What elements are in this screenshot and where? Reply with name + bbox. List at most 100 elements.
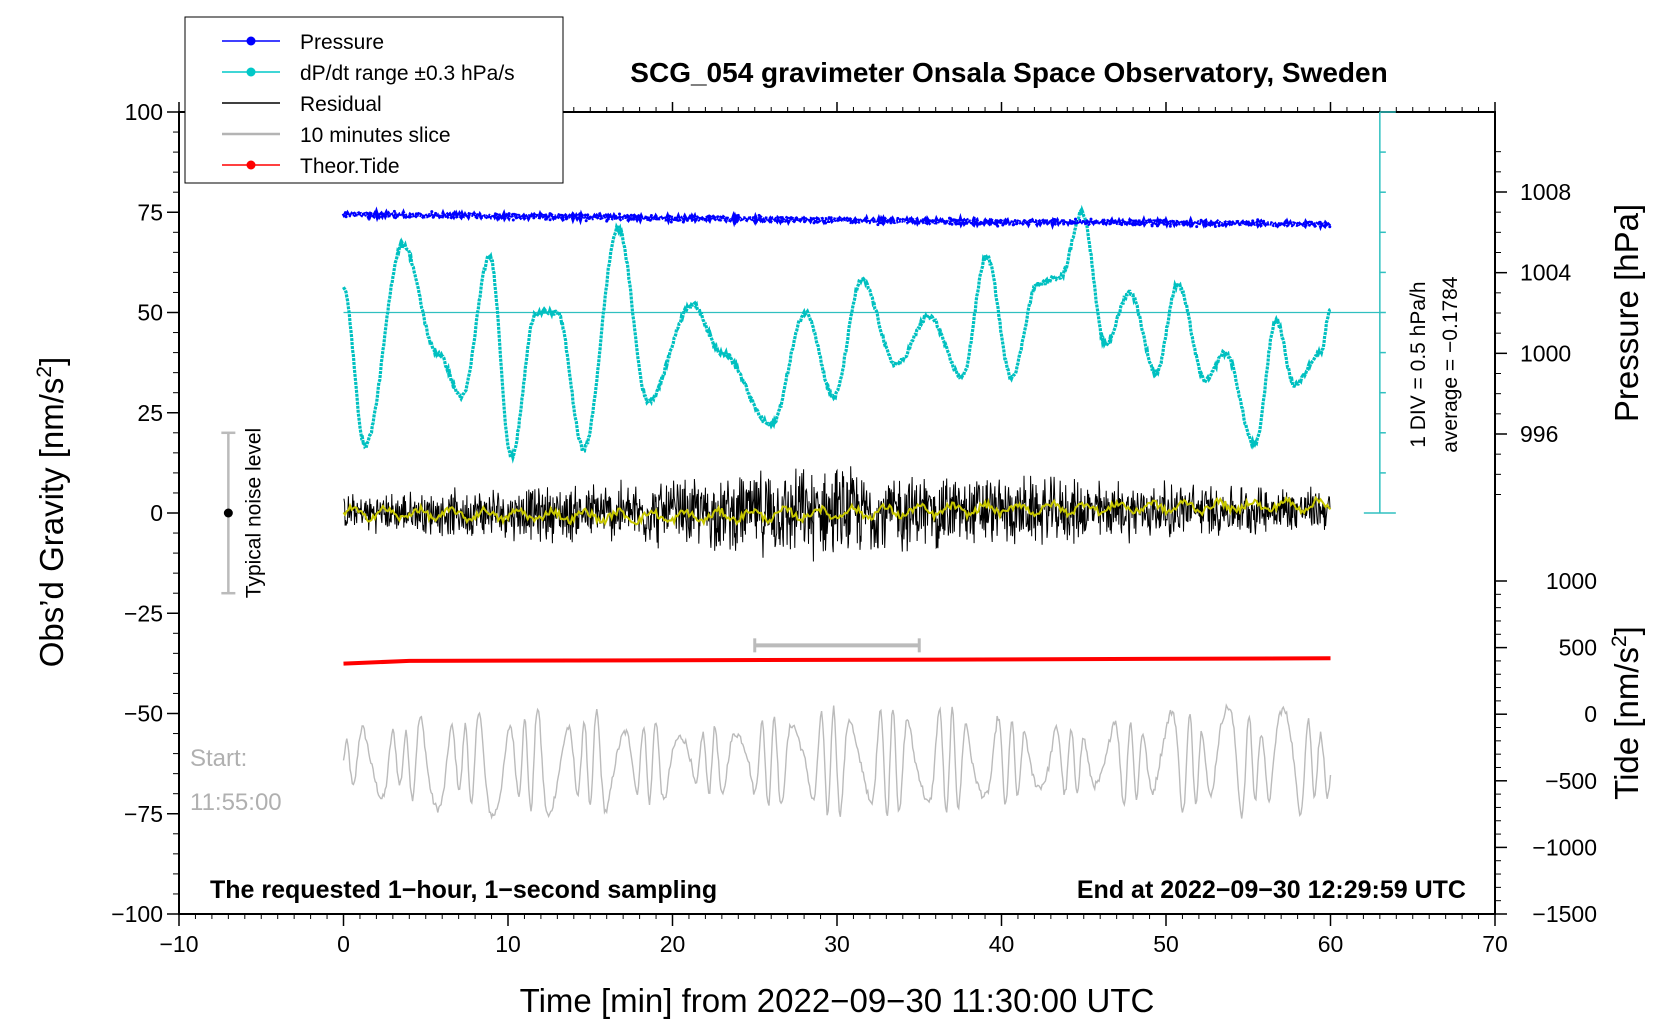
pressure-point bbox=[1256, 218, 1260, 222]
dpdt-line bbox=[342, 204, 1332, 464]
pressure-point bbox=[768, 217, 772, 221]
pressure-point bbox=[1199, 218, 1203, 222]
pressure-point bbox=[626, 218, 630, 222]
pressure-tick-label: 1000 bbox=[1520, 340, 1571, 366]
tide-tick-label: 1000 bbox=[1546, 568, 1597, 594]
pressure-point bbox=[507, 212, 511, 216]
pressure-point bbox=[544, 217, 548, 221]
pressure-point bbox=[1213, 225, 1217, 228]
pressure-point bbox=[584, 219, 588, 223]
pressure-point bbox=[610, 215, 614, 219]
pressure-point bbox=[1131, 222, 1135, 226]
pressure-point bbox=[1074, 217, 1077, 221]
pressure-point bbox=[1262, 219, 1266, 223]
residual-line bbox=[343, 466, 1331, 562]
pressure-point bbox=[924, 217, 928, 221]
x-tick-label: 0 bbox=[337, 931, 350, 957]
pressure-point bbox=[511, 218, 515, 222]
pressure-point bbox=[1313, 224, 1317, 228]
pressure-point bbox=[674, 218, 677, 222]
pressure-point bbox=[625, 215, 629, 219]
pressure-point bbox=[564, 215, 568, 219]
pressure-point bbox=[580, 213, 584, 217]
pressure-axis: 1008 1004 1000 996 bbox=[1494, 112, 1571, 512]
pressure-point bbox=[598, 212, 602, 216]
pressure-point bbox=[605, 219, 609, 223]
tide-tick-label: −1500 bbox=[1532, 901, 1597, 927]
pressure-point bbox=[909, 219, 913, 223]
start-trace-line bbox=[342, 703, 1332, 820]
x-tick-label: −10 bbox=[159, 931, 198, 957]
x-tick-label: 50 bbox=[1153, 931, 1179, 957]
x-axis-label: Time [min] from 2022−09−30 11:30:00 UTC bbox=[520, 982, 1155, 1019]
pressure-tick-label: 1004 bbox=[1520, 260, 1571, 286]
pressure-point bbox=[803, 220, 806, 224]
pressure-point bbox=[1181, 220, 1185, 224]
legend-label: 10 minutes slice bbox=[300, 124, 451, 147]
pressure-point bbox=[561, 218, 565, 222]
tide-tick-label: −500 bbox=[1545, 768, 1597, 794]
pressure-point bbox=[548, 212, 552, 216]
pressure-axis-label: Pressure [hPa] bbox=[1608, 204, 1645, 422]
y-axis-label-left: Obs’d Gravity [nm/s2] bbox=[33, 357, 70, 668]
y-axis-label-end: ] bbox=[33, 357, 70, 366]
pressure-point bbox=[988, 222, 992, 226]
legend-label: Residual bbox=[300, 93, 382, 116]
pressure-point bbox=[532, 216, 536, 220]
pressure-point bbox=[683, 217, 687, 220]
y-tick-label: −50 bbox=[124, 701, 163, 727]
pressure-point bbox=[896, 216, 900, 220]
y-tick-label: −75 bbox=[124, 801, 163, 827]
y-tick-label: 25 bbox=[137, 400, 163, 426]
legend-swatch-marker bbox=[246, 67, 256, 77]
pressure-point bbox=[1011, 223, 1015, 227]
pressure-point bbox=[972, 216, 976, 220]
pressure-point bbox=[614, 216, 618, 220]
pressure-point bbox=[586, 213, 590, 217]
pressure-point bbox=[553, 216, 557, 220]
series bbox=[341, 204, 1332, 820]
pressure-point bbox=[921, 218, 925, 222]
pressure-point bbox=[700, 216, 704, 220]
x-tick-label: 70 bbox=[1482, 931, 1508, 957]
pressure-point bbox=[1053, 218, 1056, 221]
smoothed-residual-line bbox=[342, 495, 1332, 527]
pressure-point bbox=[1015, 222, 1019, 226]
x-tick-label: 10 bbox=[495, 931, 521, 957]
pressure-point bbox=[1317, 221, 1321, 224]
pressure-point bbox=[1195, 225, 1199, 229]
pressure-point bbox=[1071, 221, 1075, 224]
pressure-point bbox=[954, 218, 957, 222]
y-tick-label: 50 bbox=[137, 300, 163, 326]
noise-level-label: Typical noise level bbox=[242, 428, 265, 598]
x-tick-label: 40 bbox=[989, 931, 1015, 957]
pressure-point bbox=[1134, 219, 1138, 223]
noise-center-dot bbox=[223, 508, 233, 518]
pressure-point bbox=[548, 218, 552, 222]
pressure-point bbox=[1150, 224, 1154, 228]
pressure-point bbox=[434, 211, 438, 215]
pressure-point bbox=[1084, 221, 1088, 225]
pressure-point bbox=[369, 212, 373, 216]
chart-title: SCG_054 gravimeter Onsala Space Observat… bbox=[630, 57, 1387, 88]
tide-axis-label-sup: 2 bbox=[1608, 635, 1631, 647]
pressure-point bbox=[629, 213, 633, 217]
pressure-point bbox=[361, 212, 365, 216]
tide-line bbox=[343, 656, 1331, 666]
pressure-point bbox=[995, 219, 999, 223]
pressure-point bbox=[381, 212, 385, 216]
y-tick-labels: 100 75 50 25 0 −25 −50 −75 −100 bbox=[111, 99, 163, 927]
pressure-point bbox=[1328, 225, 1332, 229]
pressure-point bbox=[430, 210, 434, 214]
pressure-point bbox=[1251, 222, 1254, 226]
pressure-point bbox=[1274, 224, 1278, 228]
pressure-point bbox=[827, 216, 831, 220]
y-axis-label-sup: 2 bbox=[33, 366, 56, 378]
pressure-point bbox=[824, 221, 828, 225]
pressure-point bbox=[882, 221, 886, 224]
dpdt-scale-label: 1 DIV = 0.5 hPa/h bbox=[1407, 281, 1430, 447]
pressure-point bbox=[707, 215, 711, 219]
pressure-point bbox=[1228, 220, 1232, 224]
pressure-point bbox=[634, 215, 638, 219]
